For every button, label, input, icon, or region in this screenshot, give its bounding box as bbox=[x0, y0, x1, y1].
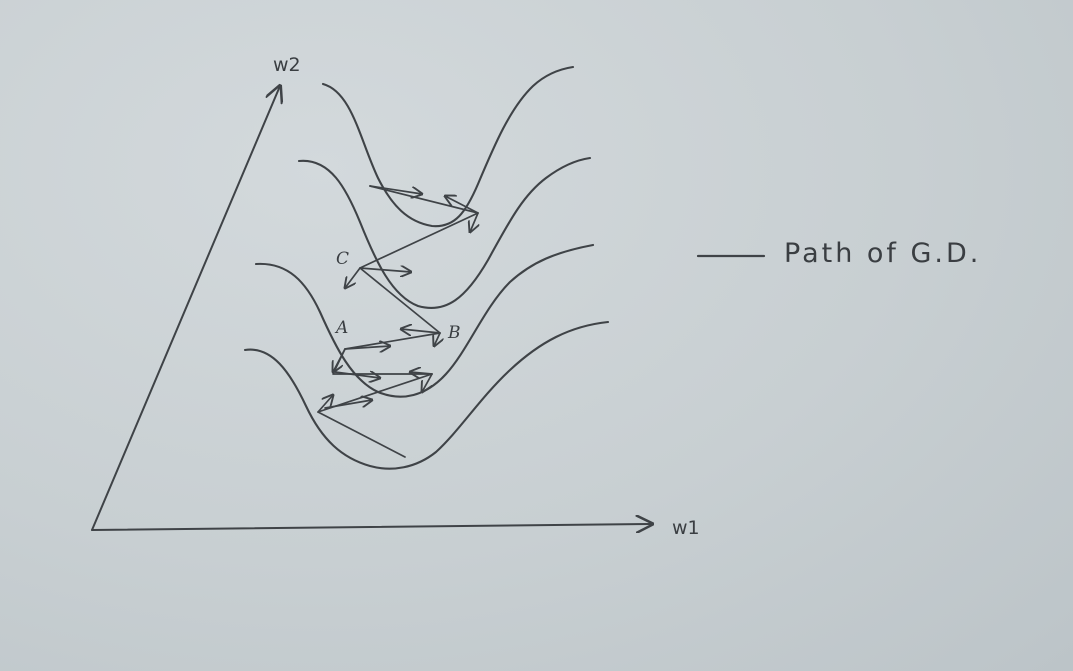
step-arrow bbox=[369, 185, 422, 194]
step-arrow bbox=[445, 196, 479, 214]
contour-line-4 bbox=[243, 320, 610, 470]
contour-line-2 bbox=[297, 156, 592, 309]
step-arrow bbox=[359, 268, 411, 272]
step-arrow bbox=[401, 329, 441, 333]
w2-axis-label: w2 bbox=[273, 54, 301, 76]
step-arrow bbox=[410, 372, 433, 374]
legend-label: Path of G.D. bbox=[784, 238, 981, 269]
gradient-descent-path bbox=[317, 185, 479, 458]
w2-axis-line bbox=[91, 86, 280, 531]
step-arrow bbox=[317, 395, 333, 413]
legend: Path of G.D. bbox=[696, 238, 981, 269]
step-arrow bbox=[333, 348, 346, 372]
w1-axis-label: w1 bbox=[672, 517, 700, 539]
step-arrow bbox=[470, 212, 478, 232]
step-arrow bbox=[434, 332, 440, 346]
step-arrow bbox=[344, 346, 390, 349]
step-arrow bbox=[345, 267, 361, 288]
axes bbox=[91, 86, 652, 531]
contour-lines bbox=[243, 65, 610, 470]
contour-line-1 bbox=[321, 65, 575, 228]
point-label-a: A bbox=[334, 318, 348, 338]
point-label-b: B bbox=[447, 323, 461, 343]
contour-line-3 bbox=[254, 243, 595, 398]
w1-axis-line bbox=[91, 524, 652, 530]
step-arrow bbox=[422, 373, 433, 392]
point-label-c: C bbox=[336, 249, 349, 269]
